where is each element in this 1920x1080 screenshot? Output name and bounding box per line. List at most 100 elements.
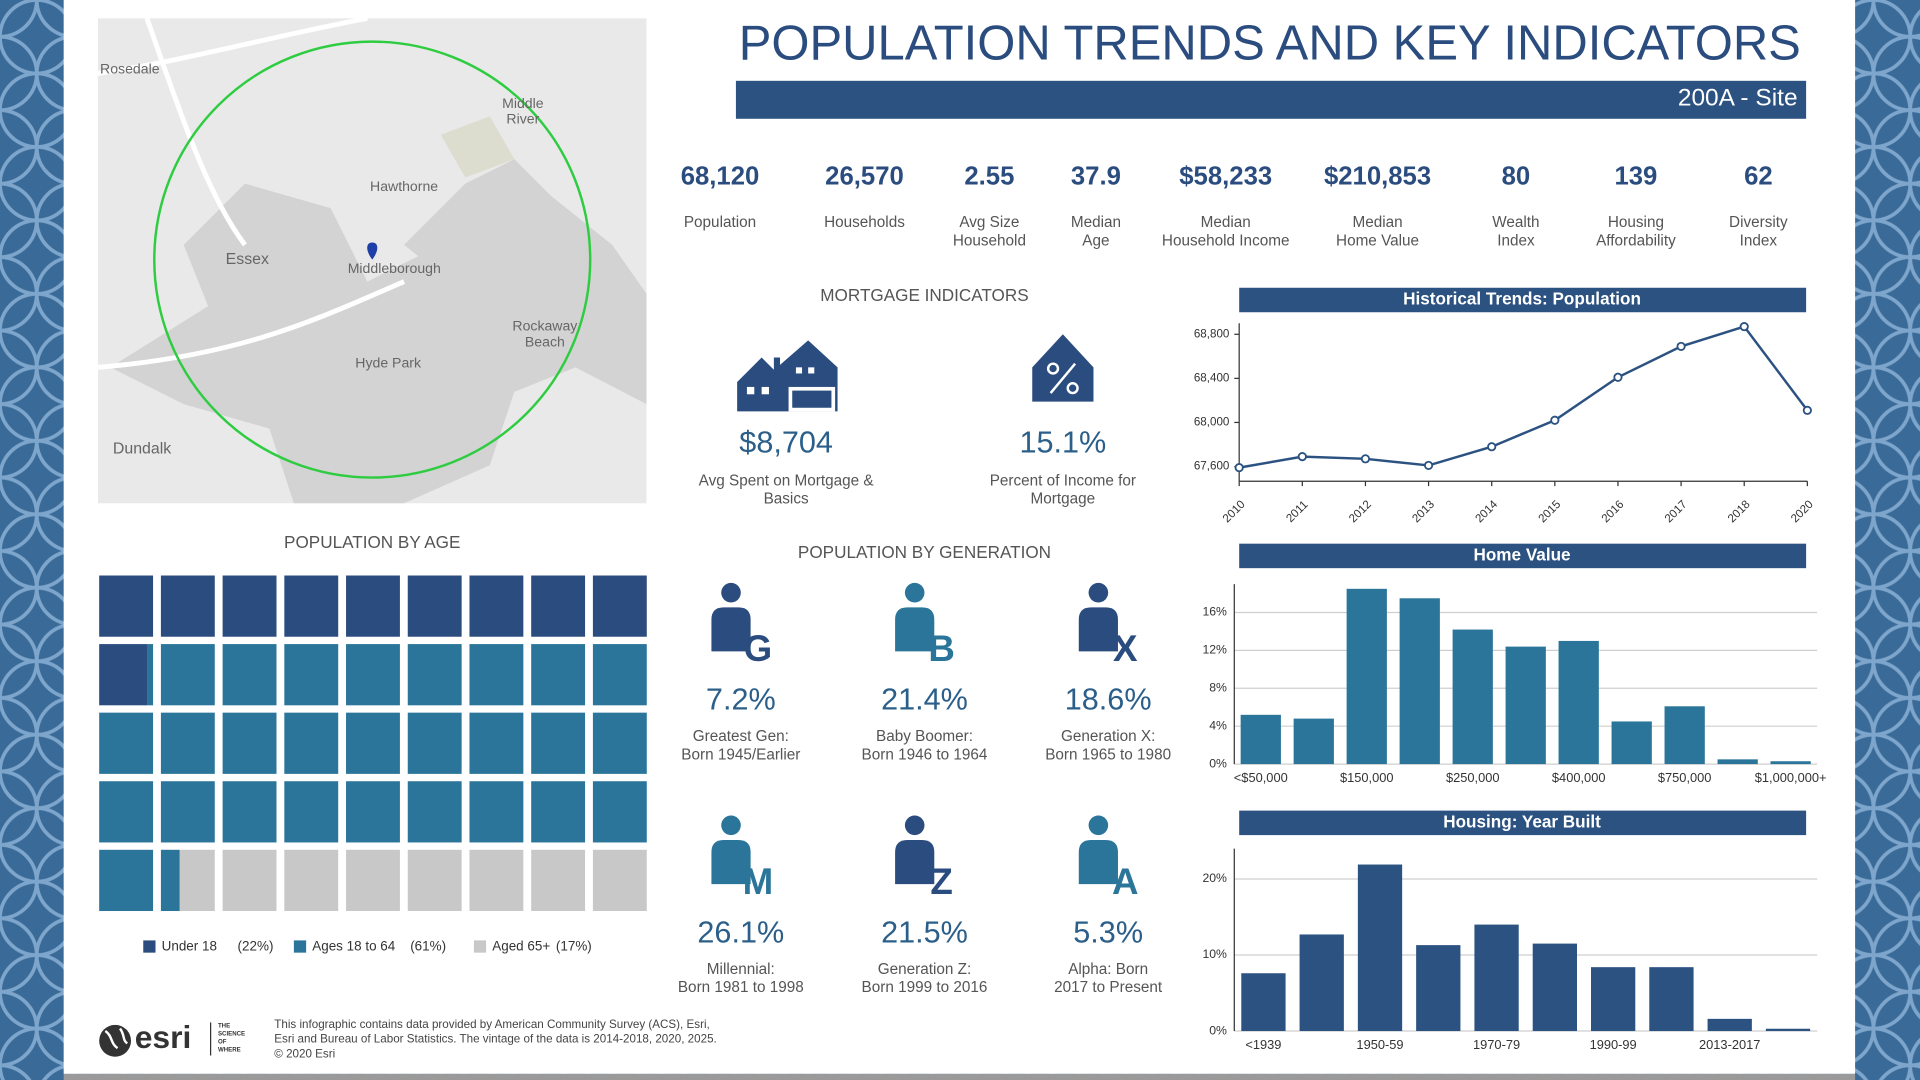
indicator-label: Household bbox=[953, 232, 1026, 249]
bar bbox=[1299, 934, 1344, 1032]
waffle-cell bbox=[284, 849, 339, 912]
y-tick-label: 16% bbox=[1202, 605, 1227, 619]
y-tick-label: 4% bbox=[1209, 718, 1227, 732]
legend-value: (61%) bbox=[410, 939, 446, 954]
waffle-cell bbox=[407, 575, 462, 637]
generation-label: Born 1965 to 1980 bbox=[1045, 747, 1171, 764]
waffle-cell bbox=[160, 849, 180, 912]
waffle-cell bbox=[346, 849, 400, 912]
map-label: River bbox=[506, 111, 539, 127]
page-title: POPULATION TRENDS AND KEY INDICATORS bbox=[739, 16, 1801, 70]
waffle-cell bbox=[531, 849, 586, 912]
indicator-value: $58,233 bbox=[1179, 162, 1272, 190]
indicator-label: Index bbox=[1497, 232, 1535, 249]
x-tick-label: <$50,000 bbox=[1234, 770, 1288, 785]
map-label: Middleborough bbox=[348, 260, 441, 276]
map-label: Beach bbox=[525, 334, 565, 350]
data-point bbox=[1360, 454, 1371, 464]
waffle-cell bbox=[222, 575, 277, 637]
waffle-cell bbox=[531, 712, 586, 774]
bar bbox=[1590, 967, 1636, 1032]
waffle-cell bbox=[592, 781, 647, 843]
generation-label: Born 1999 to 2016 bbox=[862, 979, 988, 996]
x-tick-label: $1,000,000+ bbox=[1755, 770, 1827, 785]
waffle-cell bbox=[592, 712, 647, 774]
indicator-label: Households bbox=[824, 214, 905, 231]
y-tick-label: 0% bbox=[1209, 756, 1227, 770]
mortgage-label: Basics bbox=[764, 491, 809, 508]
waffle-cell bbox=[222, 781, 277, 843]
y-tick-label: 68,400 bbox=[1194, 371, 1230, 384]
legend-label: Ages 18 to 64 bbox=[312, 939, 396, 954]
data-point bbox=[1297, 452, 1307, 462]
map-label: Essex bbox=[226, 251, 269, 268]
map-airport bbox=[440, 116, 515, 178]
waffle-cell bbox=[160, 712, 215, 774]
generation-label: Generation X: bbox=[1061, 728, 1155, 745]
house-icon bbox=[737, 340, 838, 412]
generation-letter: G bbox=[744, 628, 773, 669]
footer-note: Esri and Bureau of Labor Statistics. The… bbox=[274, 1033, 716, 1046]
chart-title: Historical Trends: Population bbox=[1403, 289, 1641, 309]
indicator-label: Home Value bbox=[1336, 232, 1419, 249]
map-label: Middle bbox=[502, 95, 544, 111]
legend-swatch bbox=[473, 940, 487, 953]
indicator-label: Median bbox=[1071, 214, 1121, 231]
bar bbox=[1532, 943, 1578, 1032]
map-label: Hawthorne bbox=[370, 178, 438, 194]
bar bbox=[1241, 973, 1286, 1032]
waffle-cell bbox=[407, 712, 462, 774]
mortgage-label: Percent of Income for bbox=[990, 472, 1136, 489]
generation-value: 26.1% bbox=[697, 915, 784, 949]
indicator-label: Population bbox=[684, 214, 756, 231]
indicator-value: 139 bbox=[1614, 162, 1657, 190]
section-title: MORTGAGE INDICATORS bbox=[820, 285, 1028, 305]
waffle-cell bbox=[531, 781, 586, 843]
generation-label: 2017 to Present bbox=[1054, 979, 1163, 996]
generation-value: 18.6% bbox=[1065, 683, 1152, 717]
generation-letter: A bbox=[1112, 861, 1139, 902]
data-point bbox=[1423, 460, 1434, 471]
subtitle-bar bbox=[735, 80, 1807, 119]
waffle-cell bbox=[469, 644, 524, 706]
data-point bbox=[1550, 415, 1560, 425]
chart-header bbox=[1239, 287, 1807, 313]
bar bbox=[1558, 640, 1599, 765]
waffle-cell bbox=[592, 575, 647, 637]
waffle-cell bbox=[179, 849, 215, 912]
indicator-label: Diversity bbox=[1729, 214, 1788, 231]
generation-value: 5.3% bbox=[1073, 915, 1143, 949]
waffle-cell bbox=[592, 849, 647, 912]
logo-tagline: THE bbox=[218, 1023, 230, 1030]
generation-letter: M bbox=[743, 861, 774, 902]
globe-lines bbox=[104, 1027, 129, 1050]
y-tick-label: 10% bbox=[1202, 947, 1227, 961]
map-label: Hyde Park bbox=[355, 354, 422, 370]
person-head bbox=[721, 815, 741, 836]
waffle-cell bbox=[99, 644, 148, 706]
data-point bbox=[1739, 321, 1749, 332]
generation-label: Born 1946 to 1964 bbox=[862, 747, 988, 764]
y-tick-label: 20% bbox=[1202, 871, 1227, 885]
waffle-cell bbox=[531, 575, 586, 637]
section-title: POPULATION BY GENERATION bbox=[798, 542, 1051, 562]
waffle-cell bbox=[346, 575, 400, 637]
generation-label: Millennial: bbox=[707, 961, 775, 978]
person-body bbox=[711, 840, 751, 885]
waffle-cell bbox=[346, 712, 400, 774]
bottom-strip bbox=[63, 1073, 1856, 1080]
waffle-cell bbox=[407, 644, 462, 706]
generation-letter: X bbox=[1113, 628, 1138, 669]
generation-letter: Z bbox=[930, 861, 952, 902]
x-tick-label: 2013-2017 bbox=[1699, 1037, 1760, 1052]
legend-label: Under 18 bbox=[162, 939, 217, 954]
legend-swatch bbox=[293, 940, 307, 953]
chart-title: Housing: Year Built bbox=[1443, 811, 1601, 831]
waffle-cell bbox=[284, 781, 339, 843]
person-head bbox=[904, 582, 925, 603]
indicator-value: $210,853 bbox=[1324, 162, 1431, 190]
indicator-label: Household Income bbox=[1162, 232, 1290, 249]
mortgage-value: $8,704 bbox=[739, 426, 833, 460]
generation-value: 21.4% bbox=[881, 683, 968, 717]
x-tick-label: <1939 bbox=[1245, 1037, 1281, 1052]
